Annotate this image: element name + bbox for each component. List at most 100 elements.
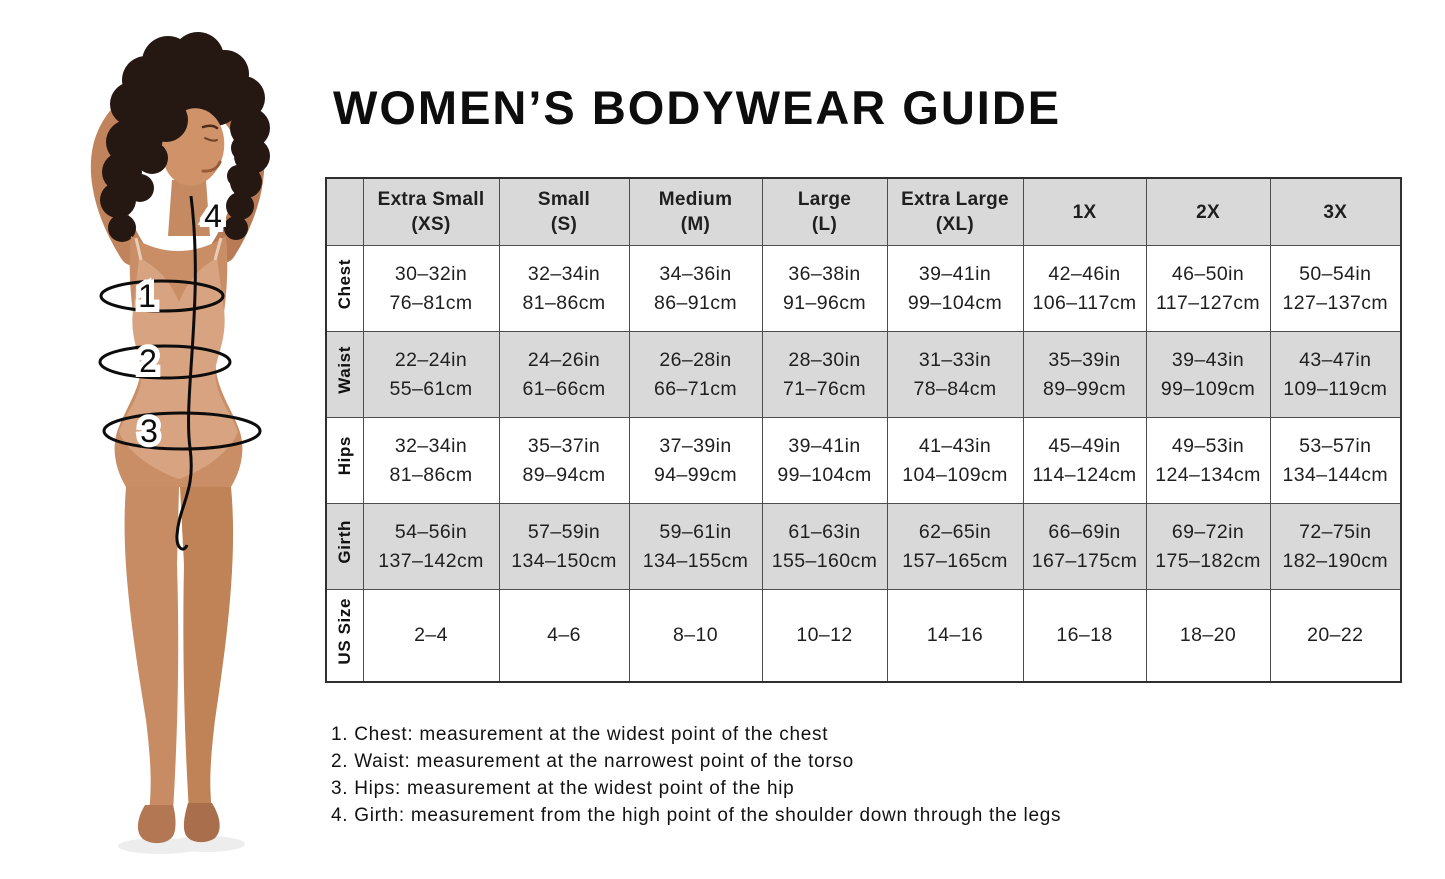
size-chart-table: Extra Small (XS) Small (S) Medium (M) La…: [325, 177, 1402, 683]
row-label-us-size: US Size: [325, 589, 364, 683]
column-header-3x: 3X: [1269, 177, 1402, 246]
size-cell: 36–38in 91–96cm: [761, 245, 888, 332]
leg-right: [180, 487, 234, 812]
row-label-chest: Chest: [325, 245, 364, 332]
footnote-hips: 3. Hips: measurement at the widest point…: [331, 778, 795, 799]
shoe-left: [137, 805, 176, 844]
size-cell: 46–50in 117–127cm: [1145, 245, 1271, 332]
size-cell: 62–65in 157–165cm: [886, 503, 1024, 590]
size-cell: 30–32in 76–81cm: [362, 245, 500, 332]
column-header-l: Large (L): [761, 177, 888, 246]
column-header-1x: 1X: [1022, 177, 1147, 246]
size-cell: 53–57in 134–144cm: [1269, 417, 1402, 504]
neck: [168, 180, 210, 236]
size-cell: 32–34in 81–86cm: [498, 245, 630, 332]
size-cell: 59–61in 134–155cm: [628, 503, 763, 590]
size-cell: 31–33in 78–84cm: [886, 331, 1024, 418]
table-row-chest: Chest 30–32in 76–81cm 32–34in 81–86cm 34–3…: [325, 245, 1402, 332]
marker-chest: 1: [138, 278, 156, 314]
size-cell: 20–22: [1269, 589, 1402, 683]
floor-shadow: [169, 836, 245, 852]
column-sublabel: (M): [680, 214, 711, 235]
column-label: Small: [537, 189, 591, 210]
model-figure-panel: 1 2 3 4: [0, 0, 330, 879]
footnotes: 1. Chest: measurement at the widest poin…: [331, 721, 1405, 829]
size-cell: 66–69in 167–175cm: [1022, 503, 1147, 590]
column-sublabel: (L): [811, 214, 838, 235]
column-sublabel: (S): [550, 214, 578, 235]
row-label-girth: Girth: [325, 503, 364, 590]
size-cell: 26–28in 66–71cm: [628, 331, 763, 418]
marker-waist: 2: [139, 343, 157, 379]
size-cell: 35–37in 89–94cm: [498, 417, 630, 504]
chest-measure-line: [99, 279, 225, 313]
size-cell: 35–39in 89–99cm: [1022, 331, 1147, 418]
waist-measure-line: [98, 344, 232, 380]
marker-girth: 4: [204, 198, 222, 234]
size-cell: 41–43in 104–109cm: [886, 417, 1024, 504]
eyebrow: [201, 124, 219, 130]
size-cell: 18–20: [1145, 589, 1271, 683]
bodysuit-strap-left: [134, 237, 143, 261]
size-cell: 32–34in 81–86cm: [362, 417, 500, 504]
column-label: Medium: [658, 189, 733, 210]
table-row-hips: Hips 32–34in 81–86cm 35–37in 89–94cm 37–39…: [325, 417, 1402, 504]
guide-content: WOMEN’S BODYWEAR GUIDE Extra Small (XS) …: [325, 0, 1405, 829]
table-row-girth: Girth 54–56in 137–142cm 57–59in 134–150cm …: [325, 503, 1402, 590]
size-cell: 22–24in 55–61cm: [362, 331, 500, 418]
hips-measure-line: [102, 411, 262, 451]
row-label-text: Girth: [335, 520, 355, 564]
column-header-m: Medium (M): [628, 177, 763, 246]
column-sublabel: (XL): [935, 214, 975, 235]
size-cell: 8–10: [628, 589, 763, 683]
size-cell: 42–46in 106–117cm: [1022, 245, 1147, 332]
corner-cell: [325, 177, 364, 246]
column-header-2x: 2X: [1145, 177, 1271, 246]
shoe-right: [183, 803, 220, 843]
row-label-text: Hips: [335, 436, 355, 476]
size-cell: 34–36in 86–91cm: [628, 245, 763, 332]
model-photo: 1 2 3 4: [90, 32, 270, 854]
leg-left: [124, 487, 179, 812]
size-cell: 69–72in 175–182cm: [1145, 503, 1271, 590]
size-cell: 24–26in 61–66cm: [498, 331, 630, 418]
row-label-waist: Waist: [325, 331, 364, 418]
column-header-xl: Extra Large (XL): [886, 177, 1024, 246]
column-label: Large: [797, 189, 852, 210]
footnote-waist: 2. Waist: measurement at the narrowest p…: [331, 751, 854, 772]
row-label-text: Waist: [335, 346, 355, 394]
column-label: Extra Large: [901, 189, 1009, 210]
header-row: Extra Small (XS) Small (S) Medium (M) La…: [325, 177, 1402, 246]
footnote-chest: 1. Chest: measurement at the widest poin…: [331, 724, 829, 745]
page-title: WOMEN’S BODYWEAR GUIDE: [333, 81, 1062, 134]
column-label: 1X: [1072, 201, 1097, 223]
row-label-text: Chest: [335, 258, 355, 310]
size-cell: 10–12: [761, 589, 888, 683]
bodysuit-strap-right: [213, 237, 223, 261]
size-cell: 54–56in 137–142cm: [362, 503, 500, 590]
column-sublabel: (XS): [411, 214, 451, 235]
table-row-waist: Waist 22–24in 55–61cm 24–26in 61–66cm 26–2…: [325, 331, 1402, 418]
size-cell: 49–53in 124–134cm: [1145, 417, 1271, 504]
column-header-xs: Extra Small (XS): [362, 177, 500, 246]
row-label-text: US Size: [335, 597, 355, 665]
column-label: Extra Small: [377, 189, 485, 210]
column-label: 2X: [1196, 201, 1220, 223]
size-cell: 14–16: [886, 589, 1024, 683]
row-label-hips: Hips: [325, 417, 364, 504]
size-cell: 39–41in 99–104cm: [886, 245, 1024, 332]
footnote-girth: 4. Girth: measurement from the high poin…: [331, 805, 1062, 826]
size-cell: 72–75in 182–190cm: [1269, 503, 1402, 590]
size-cell: 50–54in 127–137cm: [1269, 245, 1402, 332]
column-label: 3X: [1323, 201, 1348, 223]
table-row-us-size: US Size 2–4 4–6 8–10 10–12 14–16 16–18 1…: [325, 589, 1402, 683]
size-cell: 39–43in 99–109cm: [1145, 331, 1271, 418]
girth-measure-line: [175, 195, 197, 551]
size-cell: 57–59in 134–150cm: [498, 503, 630, 590]
size-cell: 16–18: [1022, 589, 1147, 683]
size-cell: 45–49in 114–124cm: [1022, 417, 1147, 504]
size-cell: 39–41in 99–104cm: [761, 417, 888, 504]
size-cell: 61–63in 155–160cm: [761, 503, 888, 590]
column-header-s: Small (S): [498, 177, 630, 246]
